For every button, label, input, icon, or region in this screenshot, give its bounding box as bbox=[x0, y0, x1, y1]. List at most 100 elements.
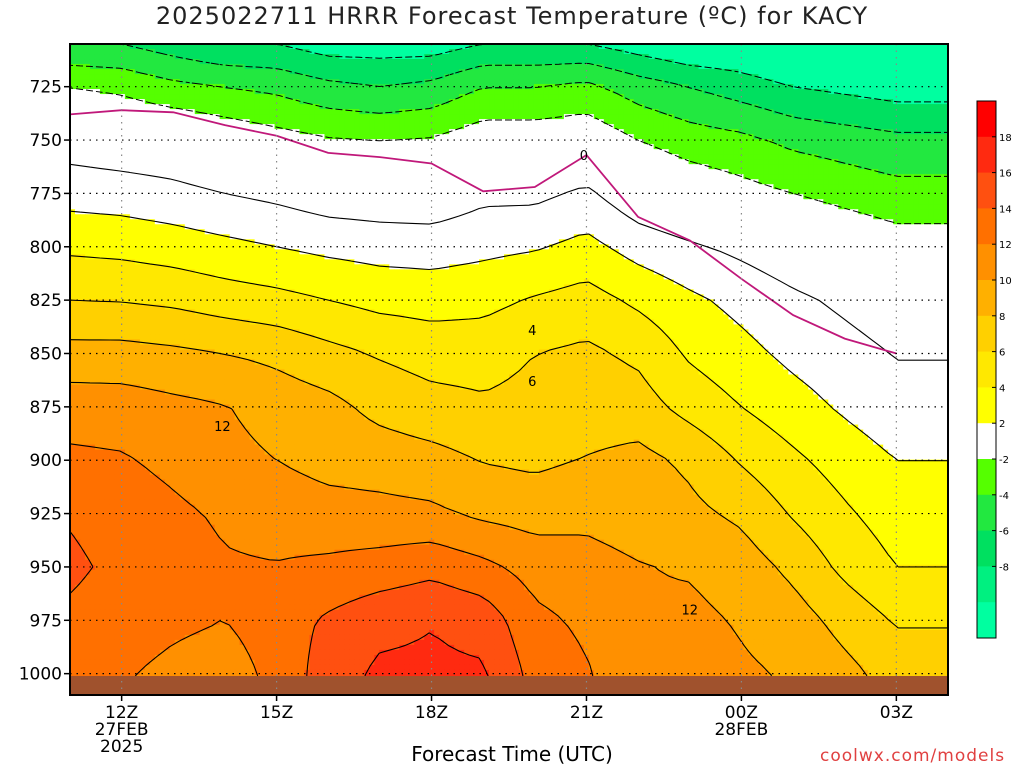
field-cell bbox=[185, 64, 191, 70]
field-cell bbox=[389, 59, 395, 65]
field-cell bbox=[733, 79, 739, 85]
field-cell bbox=[160, 84, 166, 90]
field-cell bbox=[629, 74, 635, 80]
field-cell bbox=[255, 69, 261, 75]
field-cell bbox=[394, 69, 400, 75]
field-cell bbox=[160, 74, 166, 80]
field-cell bbox=[873, 69, 879, 75]
field-cell bbox=[200, 89, 206, 95]
field-cell bbox=[868, 69, 874, 75]
field-cell bbox=[334, 49, 340, 55]
field-cell bbox=[629, 89, 635, 95]
field-cell bbox=[459, 54, 465, 60]
field-cell bbox=[773, 84, 779, 90]
field-cell bbox=[245, 69, 251, 75]
field-cell bbox=[374, 59, 380, 65]
field-cell bbox=[285, 49, 291, 55]
field-cell bbox=[569, 49, 575, 55]
field-cell bbox=[609, 59, 615, 65]
field-cell bbox=[549, 59, 555, 65]
field-cell bbox=[639, 89, 645, 95]
field-cell bbox=[863, 54, 869, 60]
field-cell bbox=[923, 69, 929, 75]
field-cell bbox=[714, 69, 720, 75]
field-cell bbox=[579, 54, 585, 60]
field-cell bbox=[210, 54, 216, 60]
field-cell bbox=[299, 89, 305, 95]
field-cell bbox=[524, 79, 530, 85]
field-cell bbox=[699, 74, 705, 80]
field-cell bbox=[913, 59, 919, 65]
field-cell bbox=[808, 89, 814, 95]
field-cell bbox=[753, 64, 759, 70]
field-cell bbox=[933, 59, 939, 65]
field-cell bbox=[773, 59, 779, 65]
field-cell bbox=[699, 69, 705, 75]
field-cell bbox=[509, 74, 515, 80]
field-cell bbox=[275, 54, 281, 60]
field-cell bbox=[609, 49, 615, 55]
field-cell bbox=[230, 89, 236, 95]
field-cell bbox=[778, 69, 784, 75]
field-cell bbox=[564, 49, 570, 55]
field-cell bbox=[195, 84, 201, 90]
field-cell bbox=[290, 59, 296, 65]
field-cell bbox=[729, 64, 735, 70]
field-cell bbox=[574, 64, 580, 70]
field-cell bbox=[709, 79, 715, 85]
field-cell bbox=[434, 79, 440, 85]
field-cell bbox=[843, 89, 849, 95]
field-cell bbox=[574, 84, 580, 90]
field-cell bbox=[863, 79, 869, 85]
field-cell bbox=[374, 54, 380, 60]
field-cell bbox=[724, 89, 730, 95]
field-cell bbox=[230, 59, 236, 65]
field-cell bbox=[424, 59, 430, 65]
field-cell bbox=[449, 79, 455, 85]
field-cell bbox=[564, 74, 570, 80]
field-cell bbox=[569, 54, 575, 60]
field-cell bbox=[339, 64, 345, 70]
field-cell bbox=[783, 89, 789, 95]
field-cell bbox=[619, 74, 625, 80]
field-cell bbox=[743, 54, 749, 60]
field-cell bbox=[529, 49, 535, 55]
field-cell bbox=[245, 54, 251, 60]
field-cell bbox=[833, 79, 839, 85]
field-cell bbox=[758, 69, 764, 75]
field-cell bbox=[913, 64, 919, 70]
field-cell bbox=[933, 64, 939, 70]
field-cell bbox=[714, 59, 720, 65]
field-cell bbox=[479, 69, 485, 75]
field-cell bbox=[609, 74, 615, 80]
field-cell bbox=[419, 49, 425, 55]
field-cell bbox=[280, 74, 286, 80]
field-cell bbox=[474, 84, 480, 90]
field-cell bbox=[923, 74, 929, 80]
field-cell bbox=[888, 89, 894, 95]
field-cell bbox=[534, 74, 540, 80]
field-cell bbox=[524, 69, 530, 75]
field-cell bbox=[285, 59, 291, 65]
field-cell bbox=[200, 54, 206, 60]
field-cell bbox=[180, 54, 186, 60]
field-cell bbox=[669, 54, 675, 60]
field-cell bbox=[299, 54, 305, 60]
field-cell bbox=[599, 54, 605, 60]
field-cell bbox=[753, 89, 759, 95]
field-cell bbox=[903, 74, 909, 80]
field-cell bbox=[220, 89, 226, 95]
field-cell bbox=[75, 89, 81, 95]
field-cell bbox=[334, 74, 340, 80]
field-cell bbox=[928, 54, 934, 60]
field-cell bbox=[160, 89, 166, 95]
field-cell bbox=[888, 54, 894, 60]
field-cell bbox=[768, 59, 774, 65]
field-cell bbox=[145, 79, 151, 85]
field-cell bbox=[689, 49, 695, 55]
field-cell bbox=[888, 64, 894, 70]
field-cell bbox=[434, 69, 440, 75]
field-cell bbox=[145, 74, 151, 80]
field-cell bbox=[155, 64, 161, 70]
field-cell bbox=[205, 64, 211, 70]
